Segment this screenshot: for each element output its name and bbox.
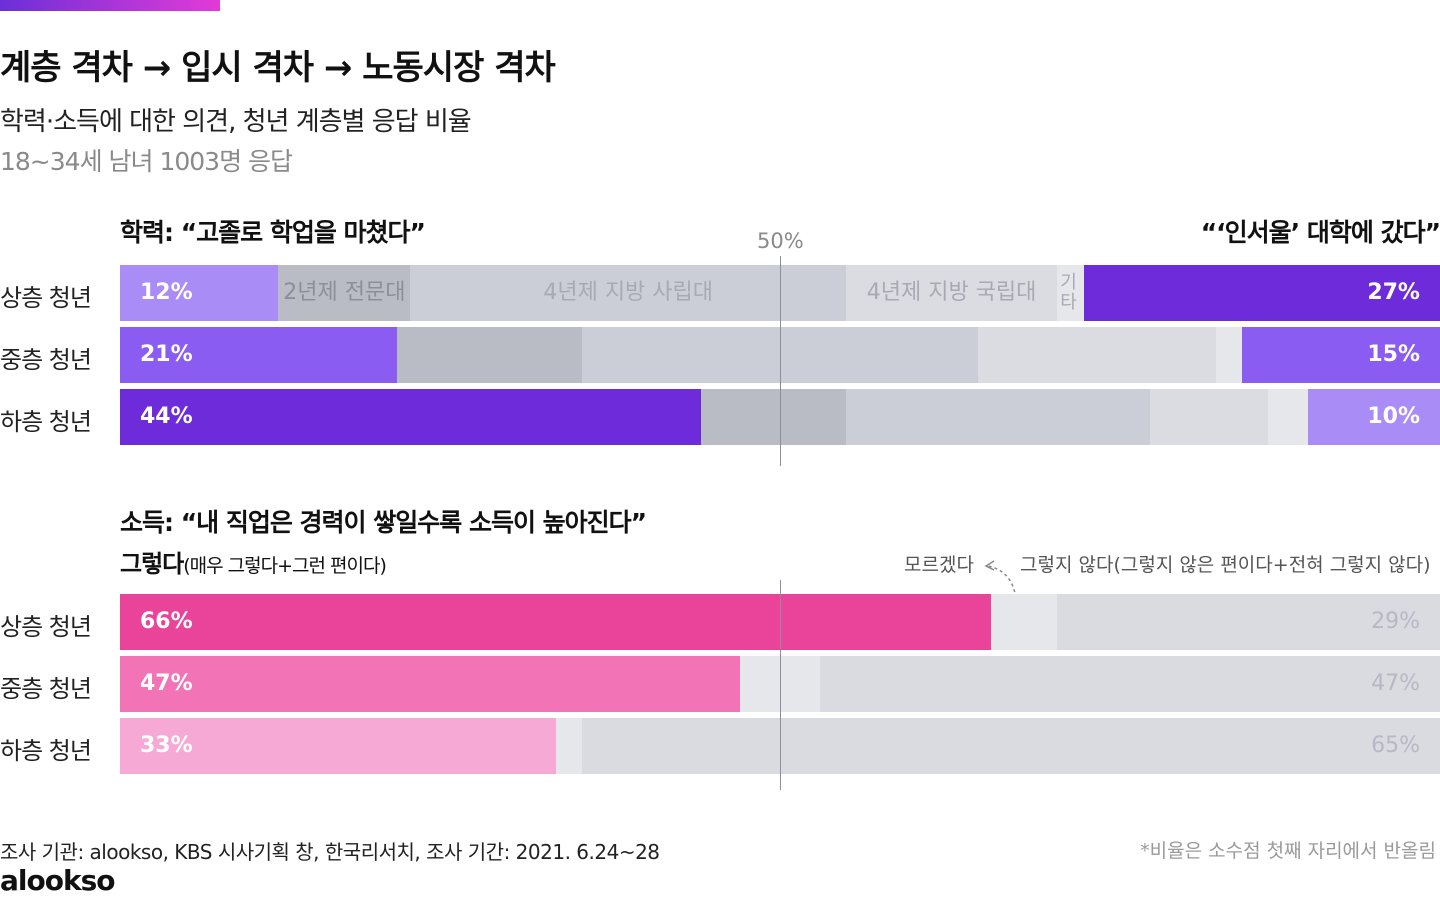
bar-segment: 10% bbox=[1308, 389, 1440, 445]
data-label: 27% bbox=[1367, 280, 1420, 305]
data-label: 33% bbox=[140, 733, 193, 758]
bar-segment: 47% bbox=[120, 656, 741, 712]
disagree-legend: 그렇지 않다(그렇지 않은 편이다+전혀 그렇지 않다) bbox=[1020, 554, 1431, 576]
bar-segment: 4년제 지방 사립대 bbox=[410, 265, 846, 321]
bar-segment bbox=[1149, 389, 1269, 445]
segment-category-label: 4년제 지방 국립대 bbox=[866, 280, 1037, 305]
bar-segment: 29% bbox=[1057, 594, 1440, 650]
data-label: 65% bbox=[1371, 733, 1420, 758]
data-label: 12% bbox=[140, 280, 193, 305]
bar-segment: 기 타 bbox=[1057, 265, 1084, 321]
bar-segment: 2년제 전문대 bbox=[278, 265, 411, 321]
bar-segment bbox=[397, 327, 582, 383]
row-label: 상층 청년 bbox=[0, 613, 92, 641]
bar-segment: 47% bbox=[819, 656, 1440, 712]
bar-segment: 12% bbox=[120, 265, 279, 321]
brand-logo: alookso bbox=[0, 864, 115, 897]
segment-category-label: 4년제 지방 사립대 bbox=[543, 280, 714, 305]
agree-legend: 그렇다(매우 그렇다+그런 편이다) bbox=[120, 544, 387, 579]
row-label: 중층 청년 bbox=[0, 346, 92, 374]
edu-chart-title: 학력: “고졸로 학업을 마쳤다” bbox=[120, 218, 426, 247]
bar-segment: 44% bbox=[120, 389, 701, 445]
data-label: 66% bbox=[140, 609, 193, 634]
bar-segment bbox=[991, 594, 1058, 650]
sample-note: 18~34세 남녀 1003명 응답 bbox=[0, 147, 293, 176]
bar-segment bbox=[846, 389, 1150, 445]
source-note: 조사 기관: alookso, KBS 시사기획 창, 한국리서치, 조사 기간… bbox=[0, 840, 660, 864]
income-chart-title: 소득: “내 직업은 경력이 쌓일수록 소득이 높아진다” bbox=[120, 508, 647, 537]
data-label: 10% bbox=[1367, 404, 1420, 429]
bar-segment bbox=[1215, 327, 1242, 383]
bar-segment bbox=[1268, 389, 1308, 445]
bar-segment bbox=[555, 718, 582, 774]
segment-category-label: 2년제 전문대 bbox=[283, 280, 406, 305]
midpoint-line bbox=[780, 256, 781, 466]
segment-category-label: 기 타 bbox=[1060, 272, 1077, 313]
bar-segment bbox=[978, 327, 1216, 383]
row-label: 상층 청년 bbox=[0, 284, 92, 312]
row-label: 중층 청년 bbox=[0, 675, 92, 703]
dont-know-pointer-icon bbox=[984, 560, 1017, 605]
midpoint-label: 50% bbox=[757, 229, 804, 253]
bar-segment: 15% bbox=[1242, 327, 1440, 383]
rounding-footnote: *비율은 소수점 첫째 자리에서 반올림 bbox=[1140, 840, 1436, 862]
page-title: 계층 격차 → 입시 격차 → 노동시장 격차 bbox=[0, 48, 556, 88]
data-label: 29% bbox=[1371, 609, 1420, 634]
top-accent-bar bbox=[0, 0, 220, 11]
bar-segment: 27% bbox=[1083, 265, 1440, 321]
data-label: 44% bbox=[140, 404, 193, 429]
row-label: 하층 청년 bbox=[0, 737, 92, 765]
data-label: 15% bbox=[1367, 342, 1420, 367]
bar-segment bbox=[740, 656, 820, 712]
data-label: 47% bbox=[140, 671, 193, 696]
data-label: 21% bbox=[140, 342, 193, 367]
edu-right-title: “‘인서울’ 대학에 갔다” bbox=[1200, 218, 1440, 247]
dont-know-legend: 모르겠다 bbox=[904, 554, 974, 576]
row-label: 하층 청년 bbox=[0, 408, 92, 436]
agree-sub-label: (매우 그렇다+그런 편이다) bbox=[183, 555, 387, 577]
midpoint-line bbox=[780, 580, 781, 790]
bar-segment bbox=[700, 389, 846, 445]
page-subtitle: 학력·소득에 대한 의견, 청년 계층별 응답 비율 bbox=[0, 107, 472, 137]
bar-segment: 21% bbox=[120, 327, 398, 383]
bar-segment: 65% bbox=[582, 718, 1440, 774]
bar-segment: 66% bbox=[120, 594, 992, 650]
bar-segment: 33% bbox=[120, 718, 556, 774]
bar-segment: 4년제 지방 국립대 bbox=[846, 265, 1058, 321]
data-label: 47% bbox=[1371, 671, 1420, 696]
agree-label-text: 그렇다 bbox=[120, 550, 184, 578]
